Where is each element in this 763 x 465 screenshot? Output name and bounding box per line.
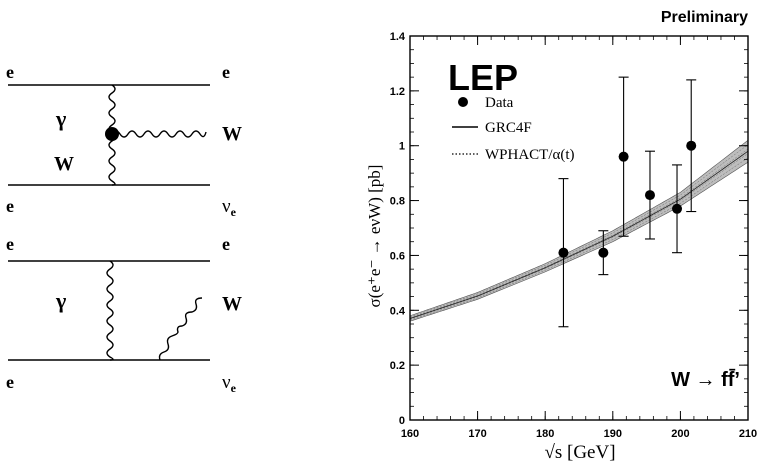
- x-axis-label: √s [GeV]: [544, 442, 615, 463]
- data-points: [558, 140, 697, 258]
- legend-wphact-label: WPHACT/α(t): [485, 147, 575, 163]
- y-tick-label: 0.6: [390, 250, 405, 262]
- w-boson-emission: [111, 130, 207, 138]
- d2-nu-symbol: ν: [222, 372, 231, 393]
- grc4f-curve: [409, 150, 749, 319]
- band-texture-line: [409, 153, 749, 320]
- d1-w-label: W: [54, 153, 74, 175]
- legend-data-marker: [458, 97, 468, 107]
- d2-gamma-label: γ: [55, 288, 66, 313]
- data-point: [558, 247, 569, 258]
- preliminary-badge: Preliminary: [661, 9, 748, 26]
- d1-bottom-left-label: e: [6, 196, 14, 216]
- y-tick-label: 1: [399, 141, 405, 153]
- feynman-diagrams: e e γ W W e νe e e γ W e νe: [6, 62, 242, 395]
- d1-top-right-label: e: [222, 62, 230, 82]
- x-tick-label: 170: [468, 428, 486, 440]
- feynman-diagram-2: e e γ W e νe: [6, 234, 242, 395]
- d1-bottom-right-label: νe: [222, 196, 237, 219]
- triple-gauge-vertex: [105, 127, 119, 141]
- y-tick-label: 0.2: [390, 360, 405, 372]
- data-point: [598, 247, 609, 258]
- d2-w-out-label: W: [222, 293, 242, 315]
- y-tick-label: 1.4: [390, 31, 406, 43]
- x-tick-label: 180: [536, 428, 554, 440]
- d2-bottom-left-label: e: [6, 372, 14, 392]
- d1-gamma-label: γ: [55, 106, 66, 131]
- x-ticks: 160 170 180 190 200 210: [401, 36, 757, 440]
- legend-grc4f-label: GRC4F: [485, 120, 532, 136]
- feynman-diagram-1: e e γ W W e νe: [6, 62, 242, 219]
- prediction-band-area: [409, 139, 749, 322]
- prediction-band: [409, 139, 749, 322]
- data-point: [644, 190, 655, 201]
- y-ticks: 0 0.2 0.4 0.6 0.8 1 1.2 1.4: [390, 31, 748, 427]
- d1-top-left-label: e: [6, 62, 14, 82]
- y-axis-label: σ(e⁺e⁻ → eνW) [pb]: [365, 165, 384, 308]
- d2-bottom-right-label: νe: [222, 372, 237, 395]
- experiment-label: LEP: [448, 57, 518, 98]
- d2-nu-subscript: e: [231, 381, 237, 395]
- legend-data-label: Data: [485, 95, 514, 111]
- w-radiation-2: [158, 297, 203, 361]
- y-tick-label: 0.8: [390, 196, 405, 208]
- y-tick-label: 0.4: [390, 305, 406, 317]
- x-tick-label: 200: [671, 428, 689, 440]
- y-tick-label: 1.2: [390, 86, 405, 98]
- d1-nu-subscript: e: [231, 205, 237, 219]
- data-point: [672, 203, 683, 214]
- d2-top-left-label: e: [6, 234, 14, 254]
- data-point: [618, 151, 629, 162]
- channel-label: W → ff̄’: [671, 368, 740, 391]
- band-texture-line: [409, 144, 749, 318]
- x-tick-label: 210: [739, 428, 757, 440]
- d2-top-right-label: e: [222, 234, 230, 254]
- data-point: [686, 140, 697, 151]
- band-texture-line: [409, 148, 749, 319]
- x-tick-label: 190: [604, 428, 622, 440]
- y-tick-label: 0: [399, 415, 405, 427]
- legend: Data GRC4F WPHACT/α(t): [452, 95, 575, 163]
- d1-w-out-label: W: [222, 123, 242, 145]
- x-tick-label: 160: [401, 428, 419, 440]
- cross-section-chart: Preliminary 160 170 180 190 200 210 0 0.2 0.4 0.…: [365, 9, 757, 463]
- d1-nu-symbol: ν: [222, 196, 231, 217]
- photon-propagator-2: [106, 260, 114, 361]
